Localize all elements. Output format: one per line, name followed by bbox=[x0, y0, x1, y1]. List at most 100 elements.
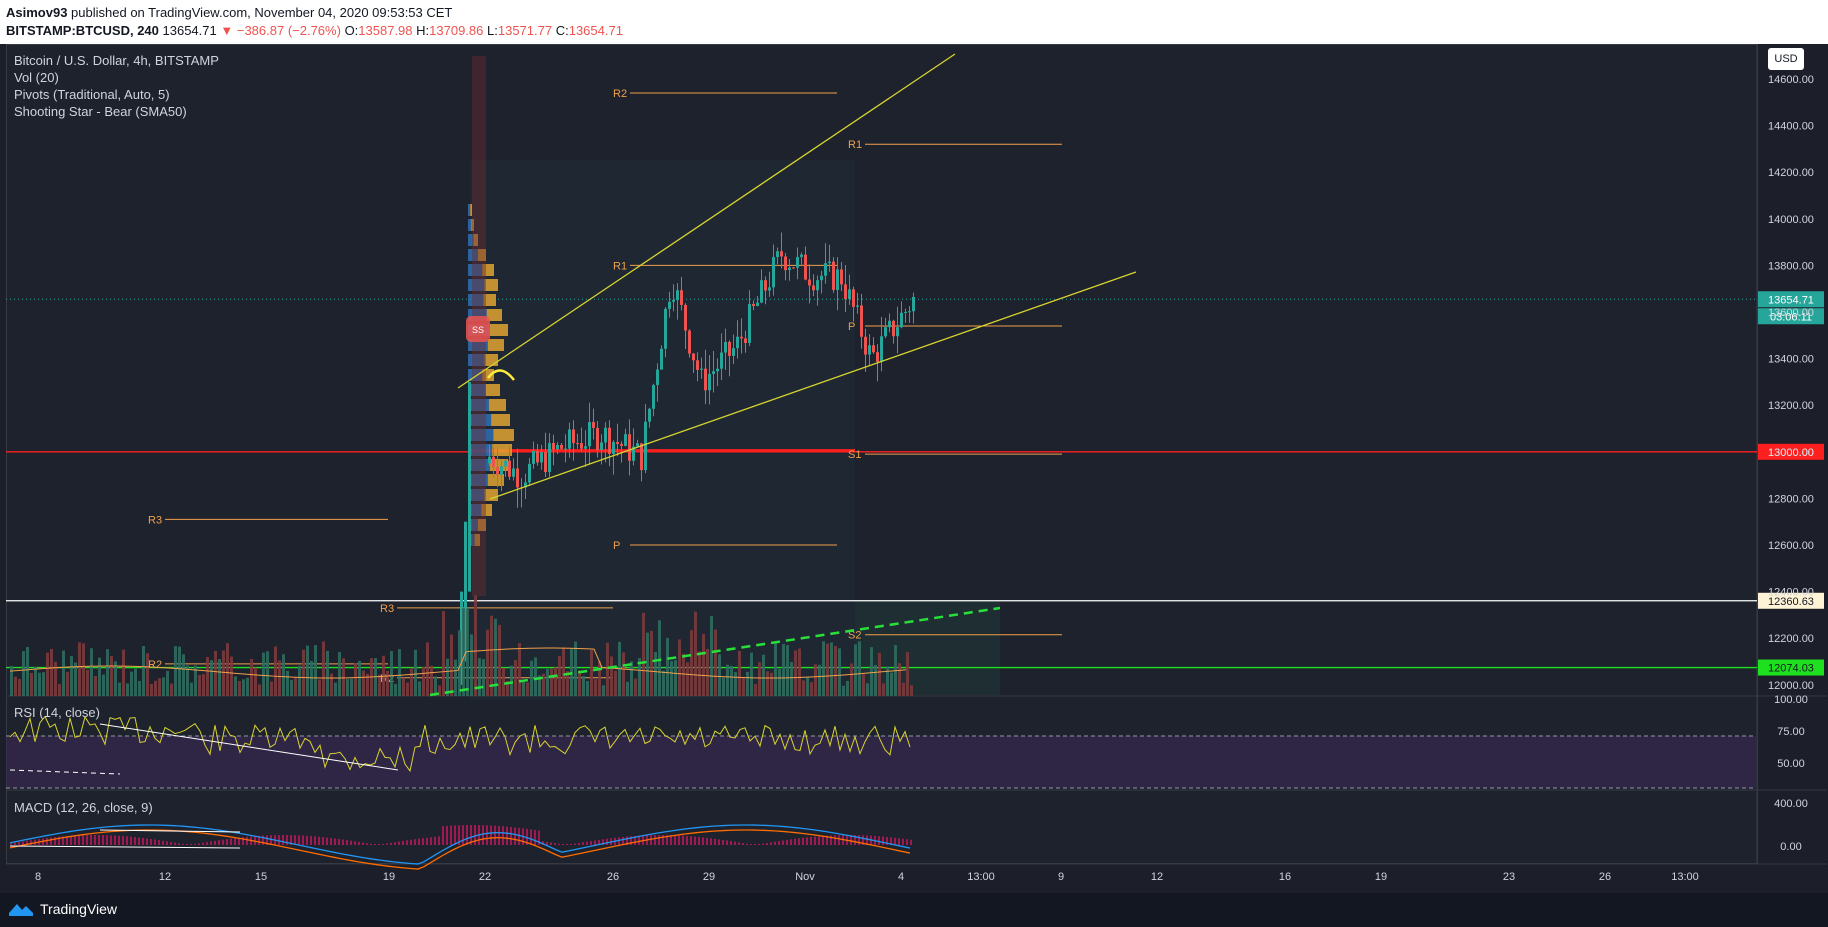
macd-histogram-bar bbox=[70, 835, 72, 845]
macd-histogram-bar bbox=[730, 841, 732, 845]
volume-bar bbox=[154, 680, 157, 696]
candle bbox=[912, 296, 915, 312]
volume-bar bbox=[858, 641, 861, 696]
price-tick: 13400.00 bbox=[1768, 354, 1814, 366]
macd-histogram-bar bbox=[418, 838, 420, 845]
candle bbox=[532, 450, 535, 464]
volume-bar bbox=[26, 646, 29, 696]
volume-bar bbox=[290, 679, 293, 696]
candle bbox=[900, 312, 903, 328]
macd-histogram-bar bbox=[638, 835, 640, 845]
volume-profile-bar bbox=[474, 534, 480, 546]
volume-bar bbox=[546, 668, 549, 696]
volume-bar bbox=[334, 682, 337, 696]
wedge-lower-trendline bbox=[489, 271, 1137, 500]
macd-trendline bbox=[9, 845, 241, 849]
macd-histogram-bar bbox=[430, 837, 432, 845]
countdown-bg bbox=[1758, 308, 1824, 325]
footer-bar: TradingView bbox=[0, 893, 1828, 927]
macd-histogram-bar bbox=[782, 840, 784, 845]
volume-bar bbox=[190, 682, 193, 696]
volume-bar bbox=[750, 652, 753, 696]
volume-bar bbox=[74, 662, 77, 696]
pivot-label: S2 bbox=[848, 630, 861, 642]
macd-histogram-bar bbox=[774, 841, 776, 845]
macd-histogram-bar bbox=[618, 837, 620, 845]
candle bbox=[756, 302, 759, 306]
volume-bar bbox=[262, 652, 265, 696]
macd-histogram-bar bbox=[894, 837, 896, 845]
volume-profile-bar bbox=[487, 339, 504, 351]
volume-bar bbox=[494, 618, 497, 696]
volume-bar bbox=[874, 664, 877, 696]
macd-histogram-bar bbox=[578, 842, 580, 845]
macd-histogram-bar bbox=[858, 835, 860, 845]
high-value: 13709.86 bbox=[429, 23, 484, 38]
low-label: L: bbox=[487, 23, 498, 38]
volume-bar bbox=[126, 683, 129, 696]
macd-legend[interactable]: MACD (12, 26, close, 9) bbox=[14, 800, 153, 815]
macd-histogram-bar bbox=[826, 835, 828, 845]
volume-bar bbox=[406, 682, 409, 696]
volume-bar bbox=[38, 672, 41, 696]
volume-bar bbox=[854, 644, 857, 696]
volume-bar bbox=[398, 649, 401, 696]
macd-histogram-bar bbox=[726, 840, 728, 845]
macd-histogram-bar bbox=[822, 835, 824, 845]
rsi-tick: 50.00 bbox=[1777, 758, 1805, 770]
volume-bar bbox=[310, 660, 313, 696]
author-name[interactable]: Asimov93 bbox=[6, 5, 68, 20]
candle bbox=[508, 460, 511, 477]
candle bbox=[720, 352, 723, 369]
macd-histogram-bar bbox=[458, 825, 460, 845]
volume-bar bbox=[314, 645, 317, 696]
macd-histogram-bar bbox=[94, 835, 96, 845]
legend-shooting-star[interactable]: Shooting Star - Bear (SMA50) bbox=[14, 104, 187, 119]
macd-histogram-bar bbox=[198, 843, 200, 845]
chart-canvas[interactable]: 13000.00 12360.63 12074.03 13654.71 03:06:11… bbox=[0, 0, 1828, 893]
volume-bar bbox=[590, 650, 593, 696]
candle bbox=[676, 290, 679, 301]
volume-bar bbox=[86, 669, 89, 696]
legend-symbol[interactable]: Bitcoin / U.S. Dollar, 4h, BITSTAMP bbox=[14, 53, 219, 68]
macd-histogram-bar bbox=[406, 840, 408, 845]
volume-bar bbox=[706, 648, 709, 696]
volume-bar bbox=[278, 660, 281, 696]
rsi-tick: 75.00 bbox=[1777, 726, 1805, 738]
macd-histogram-bar bbox=[834, 835, 836, 845]
brand[interactable]: TradingView bbox=[8, 901, 117, 917]
macd-histogram-bar bbox=[902, 838, 904, 845]
candle bbox=[692, 353, 695, 361]
macd-histogram-bar bbox=[258, 835, 260, 845]
open-label: O: bbox=[344, 23, 359, 38]
macd-histogram-bar bbox=[630, 836, 632, 845]
candle bbox=[604, 427, 607, 443]
macd-histogram-bar bbox=[722, 839, 724, 845]
legend-volume[interactable]: Vol (20) bbox=[14, 70, 59, 85]
currency-badge[interactable]: USD bbox=[1768, 48, 1804, 70]
candle bbox=[808, 279, 811, 286]
volume-bar bbox=[898, 663, 901, 696]
macd-histogram-bar bbox=[350, 840, 352, 845]
level-label-bg bbox=[1758, 592, 1824, 609]
candle bbox=[596, 427, 599, 451]
candle bbox=[556, 444, 559, 450]
volume-bar bbox=[790, 661, 793, 696]
volume-bar bbox=[550, 668, 553, 696]
volume-bar bbox=[698, 651, 701, 696]
candle bbox=[880, 336, 883, 362]
candle bbox=[632, 446, 635, 461]
price-tick: 14400.00 bbox=[1768, 121, 1814, 133]
rsi-legend[interactable]: RSI (14, close) bbox=[14, 705, 100, 720]
legend-pivots[interactable]: Pivots (Traditional, Auto, 5) bbox=[14, 87, 170, 102]
volume-bar bbox=[770, 672, 773, 696]
volume-bar bbox=[386, 670, 389, 696]
volume-bar bbox=[306, 645, 309, 696]
close-label: C: bbox=[555, 23, 569, 38]
macd-histogram-bar bbox=[878, 836, 880, 845]
macd-histogram-bar bbox=[238, 837, 240, 845]
macd-histogram-bar bbox=[234, 838, 236, 845]
volume-profile-bar bbox=[468, 294, 484, 306]
countdown-label: 03:06:11 bbox=[1770, 311, 1812, 323]
volume-bar bbox=[594, 679, 597, 696]
